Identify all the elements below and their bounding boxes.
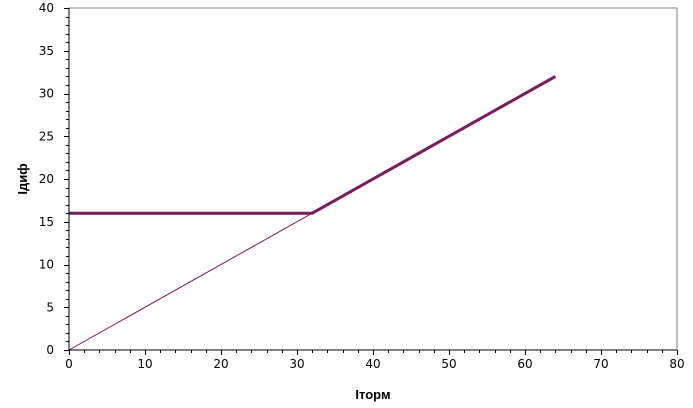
y-tick-label: 25	[39, 129, 54, 143]
x-axis-title: Iторм	[355, 387, 390, 402]
reference-line	[68, 212, 313, 351]
axes-layer: 0 10 20 30 40 50 60 70 80 0 5 10 15 20 25 30 35 40	[39, 1, 685, 371]
x-tick-label: 40	[365, 357, 380, 371]
x-tick-label: 20	[213, 357, 228, 371]
x-tick-label: 30	[289, 357, 304, 371]
series-layer	[68, 75, 557, 351]
y-tick-label: 5	[46, 300, 54, 314]
y-tick-label: 0	[46, 343, 54, 357]
y-tick-label: 20	[39, 172, 54, 186]
x-tick-label: 10	[137, 357, 152, 371]
y-tick-label: 15	[39, 215, 54, 229]
y-tick-label: 40	[39, 1, 54, 15]
y-tick-label: 30	[39, 87, 54, 101]
y-axis-title: Iдиф	[15, 163, 30, 194]
y-tick-label: 10	[39, 258, 54, 272]
x-tick-label: 0	[65, 357, 73, 371]
x-tick-label: 50	[441, 357, 456, 371]
x-tick-label: 60	[517, 357, 532, 371]
y-tick-label: 35	[39, 44, 54, 58]
x-tick-label: 80	[669, 357, 684, 371]
x-tick-label: 70	[593, 357, 608, 371]
